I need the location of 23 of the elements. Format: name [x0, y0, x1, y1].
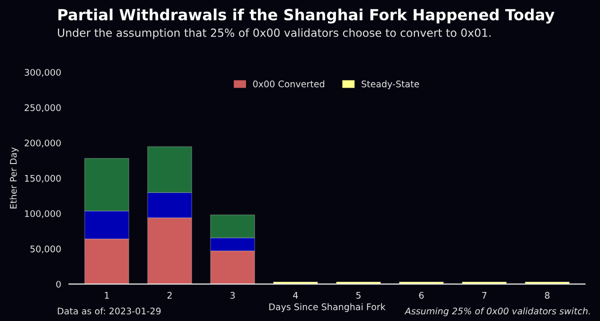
y-tick-label: 100,000	[25, 210, 61, 218]
y-tick-label: 50,000	[30, 246, 61, 254]
x-tick-label: 6	[419, 292, 424, 299]
chart-subtitle: Under the assumption that 25% of 0x00 validators choose to convert to 0x01.	[58, 28, 491, 40]
y-tick-label: 250,000	[24, 104, 61, 112]
x-tick-label: 1	[104, 292, 109, 299]
x-axis-title: Days Since Shanghai Fork	[269, 303, 386, 312]
x-tick-label: 5	[356, 292, 361, 299]
x-tick-label: 8	[544, 292, 550, 299]
legend-label: 0x00 Converted	[253, 80, 324, 88]
x-tick-label: 7	[482, 292, 486, 299]
legend-label: Steady-State	[362, 80, 420, 90]
text: Assuming 25% of 0x00 validators switch.	[404, 307, 590, 316]
x-tick-label: 4	[293, 292, 298, 299]
chart-title: Partial Withdrawals if the Shanghai Fork Happened Today	[58, 8, 554, 24]
y-axis-title: Ether Per Day	[10, 147, 18, 208]
y-tick-label: 200,000	[24, 140, 61, 148]
x-tick-label: 2	[167, 292, 172, 299]
y-tick-label: 0	[56, 280, 61, 288]
x-tick-label: 3	[230, 292, 235, 299]
text: Data as of: 2023-01-29	[58, 307, 161, 314]
y-tick-label: 150,000	[25, 174, 61, 183]
y-tick-label: 300,000	[24, 68, 61, 77]
